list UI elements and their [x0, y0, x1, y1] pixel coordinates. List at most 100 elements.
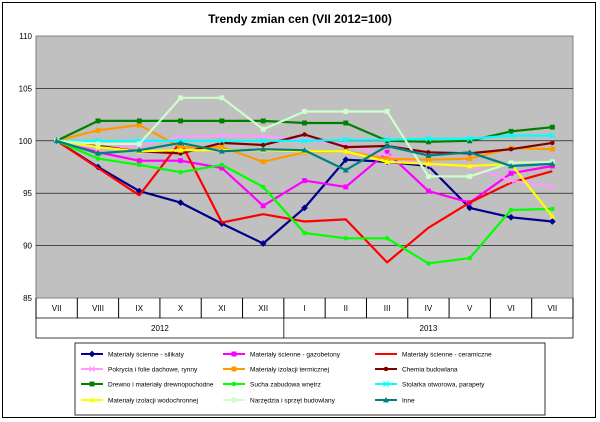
- data-point: [95, 127, 101, 133]
- series-3: [56, 139, 553, 264]
- data-point: [260, 126, 266, 132]
- data-point: [178, 95, 184, 101]
- x-tick-label: XI: [218, 304, 226, 313]
- legend-item: Materiały ścienne - silikaty: [81, 350, 185, 359]
- legend-label: Materiały izolacji termicznej: [250, 367, 329, 374]
- data-point: [94, 150, 101, 156]
- legend-item: Sucha zabudowa wnętrz: [223, 382, 321, 389]
- data-point: [549, 146, 555, 152]
- data-point: [177, 199, 185, 207]
- data-point: [136, 158, 142, 164]
- data-point: [384, 142, 391, 149]
- legend-label: Materiały ścienne - ceramiczne: [402, 352, 492, 359]
- legend-label: Inne: [402, 398, 415, 405]
- data-point: [302, 132, 307, 137]
- x-tick-label: VIII: [92, 304, 104, 313]
- data-point: [218, 148, 225, 154]
- data-point: [343, 120, 349, 126]
- data-point: [95, 141, 101, 147]
- data-point: [301, 147, 308, 153]
- legend-item: Materiały ścienne - ceramiczne: [375, 352, 492, 359]
- data-point: [177, 139, 184, 146]
- data-point: [136, 147, 143, 153]
- data-point: [343, 109, 349, 114]
- data-point: [384, 136, 391, 143]
- line-chart: Trendy zmian cen (VII 2012=100) 85 90 95 10…: [19, 12, 574, 416]
- data-point: [136, 122, 142, 128]
- legend-marker: [382, 380, 390, 388]
- data-point: [550, 140, 555, 146]
- data-point: [425, 160, 432, 167]
- y-tick-label: 90: [23, 242, 32, 251]
- data-point: [302, 109, 307, 114]
- legend: Materiały ścienne - silikaty Materiały śc…: [74, 342, 546, 416]
- x-tick-label: XII: [258, 304, 268, 313]
- data-point: [342, 156, 350, 164]
- legend-label: Materiały ścienne - silikaty: [108, 352, 185, 359]
- series-line: [56, 139, 553, 264]
- data-point: [467, 156, 473, 162]
- legend-marker: [88, 350, 96, 358]
- chart-frame: Trendy zmian cen (VII 2012=100) 85 90 95 10…: [2, 2, 596, 418]
- data-point: [259, 240, 267, 247]
- legend-label: Stolarka otworowa, parapety: [402, 382, 485, 389]
- data-point: [549, 183, 556, 190]
- data-point: [218, 137, 225, 144]
- data-point: [219, 95, 225, 101]
- data-point: [467, 173, 473, 179]
- legend-item: Narzędzia i sprzęt budowlany: [223, 398, 336, 405]
- data-point: [260, 184, 266, 190]
- data-point: [178, 169, 183, 175]
- data-point: [425, 188, 431, 194]
- legend-marker: [382, 396, 390, 403]
- legend-item: Stolarka otworowa, parapety: [375, 380, 485, 389]
- data-point: [178, 118, 184, 124]
- legend-marker: [231, 397, 237, 403]
- data-point: [466, 162, 473, 169]
- data-point: [219, 162, 225, 168]
- data-point: [342, 167, 349, 173]
- data-point: [384, 109, 390, 114]
- legend-label: Materiały izolacji wodochronnej: [108, 398, 198, 405]
- x-tick-label: VII: [547, 304, 557, 313]
- data-point: [302, 120, 307, 126]
- y-tick-label: 100: [19, 137, 33, 146]
- data-point: [260, 159, 266, 165]
- legend-marker: [231, 381, 237, 387]
- data-point: [426, 261, 431, 266]
- series-7: [54, 118, 555, 145]
- legend-item: Chemia budowlana: [375, 367, 458, 374]
- data-point: [466, 149, 473, 155]
- legend-label: Narzędzia i sprzęt budowlany: [250, 398, 336, 405]
- legend-label: Pokrycia i folie dachowe, rynny: [108, 367, 198, 374]
- data-point: [177, 147, 184, 153]
- data-point: [301, 137, 308, 144]
- data-point: [95, 156, 101, 161]
- data-point: [549, 160, 556, 167]
- data-point: [549, 132, 556, 139]
- data-point: [508, 146, 514, 152]
- series-group: [53, 95, 556, 266]
- legend-label: Materiały ścienne - gazobetony: [250, 352, 341, 359]
- data-point: [466, 135, 473, 142]
- y-tick-label: 85: [23, 294, 32, 303]
- y-tick-label: 105: [19, 84, 33, 93]
- x-tick-label: IX: [135, 304, 143, 313]
- legend-marker: [89, 381, 95, 387]
- data-point: [343, 184, 349, 190]
- data-point: [219, 118, 225, 124]
- data-point: [342, 148, 349, 154]
- data-point: [260, 203, 266, 209]
- data-point: [260, 118, 266, 124]
- legend-marker: [88, 396, 96, 403]
- data-point: [218, 132, 225, 139]
- data-point: [508, 162, 515, 169]
- data-point: [548, 218, 556, 225]
- data-point: [302, 178, 307, 184]
- data-point: [302, 230, 307, 236]
- series-12: [53, 137, 556, 173]
- series-11: [54, 95, 555, 179]
- legend-item: Pokrycia i folie dachowe, rynny: [81, 365, 198, 374]
- data-point: [136, 118, 142, 124]
